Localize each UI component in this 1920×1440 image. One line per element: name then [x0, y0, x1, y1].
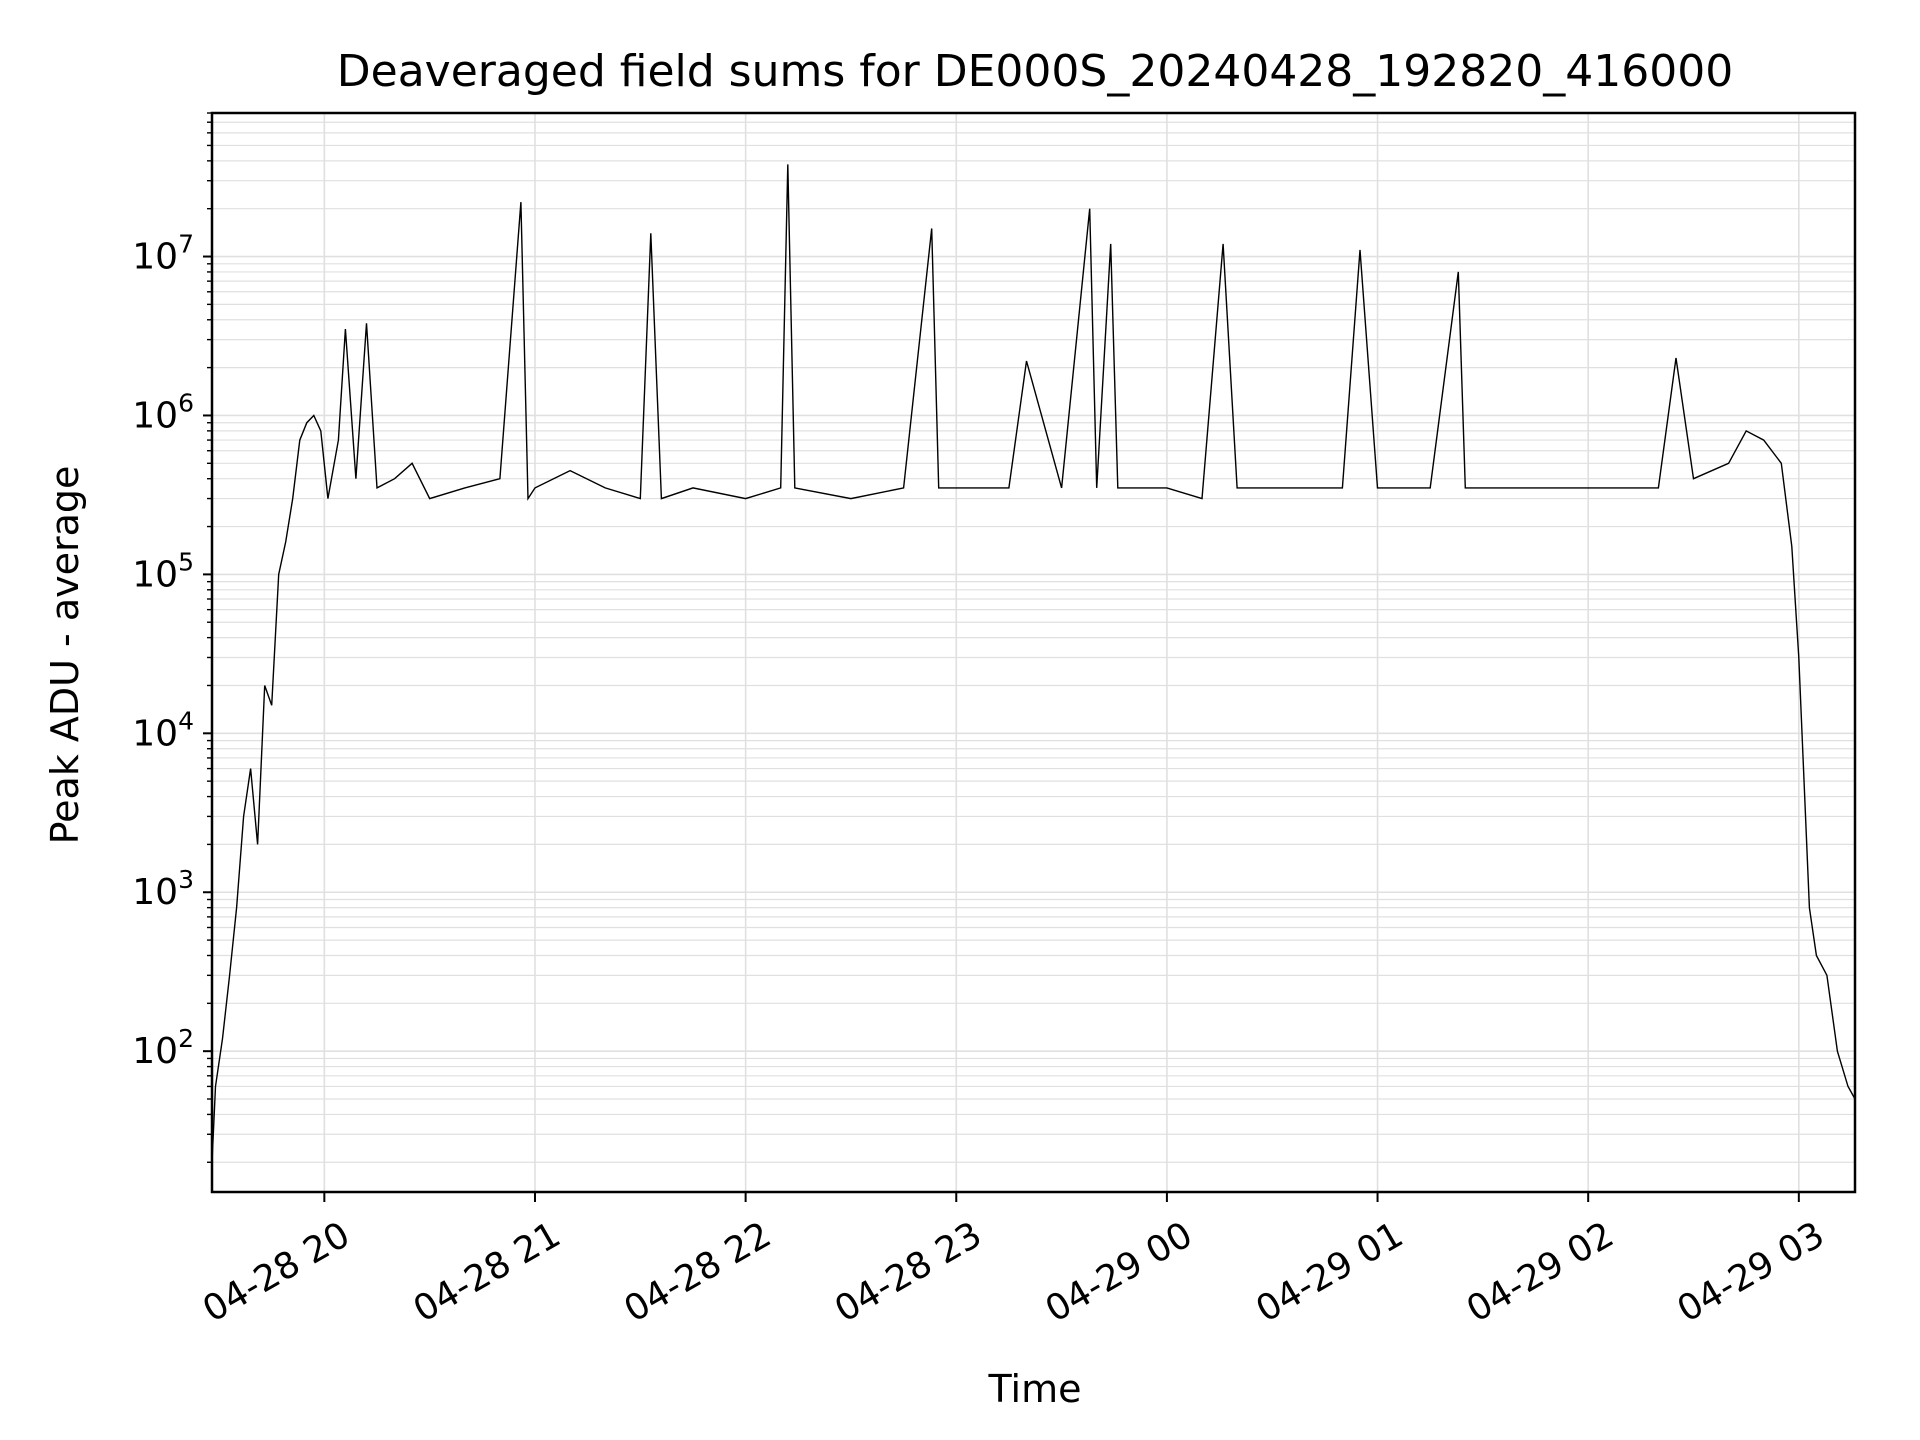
x-tick-label: 04-28 23	[828, 1214, 989, 1330]
x-tick-label: 04-28 20	[196, 1214, 357, 1330]
grid-lines	[203, 112, 1855, 1192]
chart-title: Deaveraged field sums for DE000S_2024042…	[337, 46, 1733, 97]
x-axis-ticks: 04-28 20 04-28 21 04-28 22 04-28 23 04-29 00…	[196, 1192, 1831, 1331]
plot-frame	[210, 111, 1857, 1194]
y-tick-label: 105	[132, 547, 194, 595]
x-tick-label: 04-28 21	[407, 1214, 568, 1330]
y-tick-label: 104	[132, 706, 194, 754]
x-tick-label: 04-29 01	[1249, 1214, 1410, 1330]
y-axis-label: Peak ADU - average	[43, 466, 87, 845]
x-tick-label: 04-29 00	[1039, 1214, 1200, 1330]
y-tick-label: 107	[132, 230, 194, 278]
x-axis-label: Time	[988, 1367, 1082, 1411]
y-tick-label: 102	[132, 1024, 194, 1072]
y-tick-label: 106	[132, 388, 194, 436]
x-tick-label: 04-28 22	[617, 1214, 778, 1330]
data-series-line	[211, 164, 1856, 1163]
y-tick-label: 103	[132, 865, 194, 913]
y-axis-ticks: 102 103 104 105 106 107	[132, 230, 194, 1073]
x-tick-label: 04-29 03	[1671, 1214, 1832, 1330]
x-tick-label: 04-29 02	[1460, 1214, 1621, 1330]
